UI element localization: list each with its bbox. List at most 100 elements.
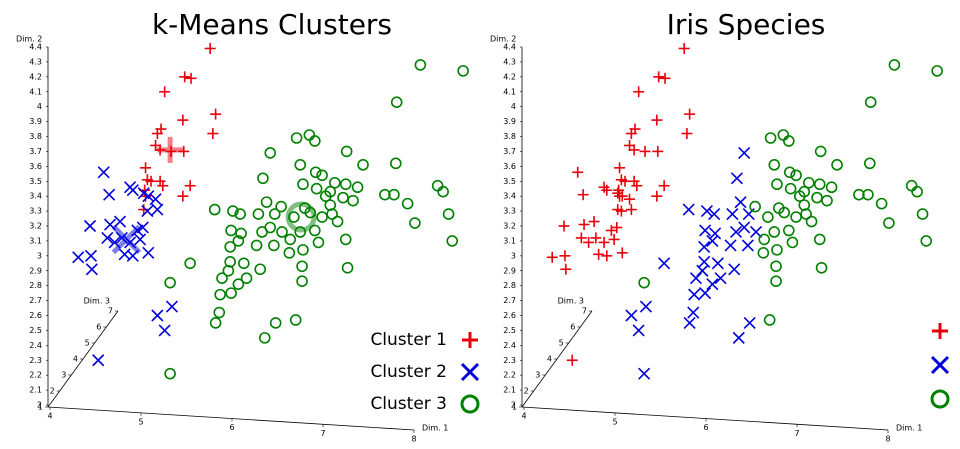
point-stroke [84,249,98,262]
y-tick-label: 2.5 [503,326,516,335]
point [633,86,645,98]
point [825,181,838,194]
z-tick-label: 7 [582,307,587,316]
point-stroke [790,169,802,182]
y-tick-label: 2.1 [503,386,516,395]
point-stroke [257,172,269,185]
point [631,180,643,192]
point [638,276,650,289]
point [142,246,155,259]
point [590,232,602,244]
point-stroke [863,157,876,170]
y-tick-label: 3.9 [503,117,516,126]
point [778,206,791,219]
point-stroke [331,215,344,228]
point-stroke [875,197,888,210]
point [726,208,739,221]
point-stroke [706,278,719,291]
point-stroke [97,166,110,179]
point [814,145,827,158]
point [258,332,271,344]
point [931,65,943,77]
point [151,203,164,216]
z-axis-label: Dim. 3 [558,297,584,306]
point-stroke [783,135,795,147]
point-stroke [682,203,695,216]
point-stroke [296,260,308,273]
point [883,217,895,229]
point-stroke [309,135,321,147]
point [689,272,703,285]
point-stroke [275,200,287,213]
y-tick-label: 2.3 [29,356,42,365]
y-tick-label: 3.6 [29,162,42,171]
point-stroke [831,159,843,171]
point-stroke [390,96,403,108]
point [616,247,628,259]
point-stroke [264,147,277,159]
point [615,205,627,217]
point-stroke [309,224,321,237]
point [224,241,236,253]
y-tick-label: 3.1 [29,236,42,245]
point-stroke [738,221,751,234]
point [708,208,721,221]
point-stroke [757,247,770,259]
point [658,180,670,192]
z-tick-label: 6 [96,323,101,332]
point [388,188,400,201]
point [85,263,98,276]
point-stroke [714,272,727,285]
y-tick-label: 3.5 [29,177,42,186]
point [624,139,636,151]
point [225,287,237,299]
point [297,244,309,256]
point [347,194,359,207]
point-stroke [141,205,154,218]
point [184,257,196,270]
y-axis-label: Dim. 2 [16,35,42,44]
point [264,221,277,234]
point [805,215,818,228]
point [566,354,578,366]
x-tick-label: 5 [138,417,143,426]
point-stroke [103,218,117,231]
y-tick-label: 2.1 [29,386,42,395]
point [803,176,815,189]
y-tick-label: 3.7 [503,147,516,156]
point-stroke [312,236,325,249]
point [101,231,114,244]
point-stroke [632,324,645,337]
point [165,300,179,313]
point-stroke [297,244,309,256]
point [732,331,745,344]
point [862,188,874,201]
point-stroke [114,215,127,228]
point-stroke [164,276,176,289]
point [296,275,308,287]
z-tick-label: 1 [512,403,517,412]
point [184,180,196,192]
point [296,260,308,273]
point [437,185,449,198]
point-stroke [743,316,756,330]
point [401,197,414,210]
point [790,211,802,223]
y-tick-label: 4 [37,102,42,111]
point-stroke [825,181,838,194]
point [683,316,696,330]
point-stroke [234,208,246,220]
point-stroke [269,317,282,329]
y-tick-label: 3.7 [29,147,42,156]
point [284,233,297,246]
y-tick-label: 3.9 [29,117,42,126]
y-tick-label: 3.8 [29,132,42,141]
point-stroke [770,260,782,273]
point [652,145,664,157]
point [764,132,777,144]
point [728,263,741,276]
point-stroke [283,247,296,259]
y-tick-label: 2.3 [503,356,516,365]
